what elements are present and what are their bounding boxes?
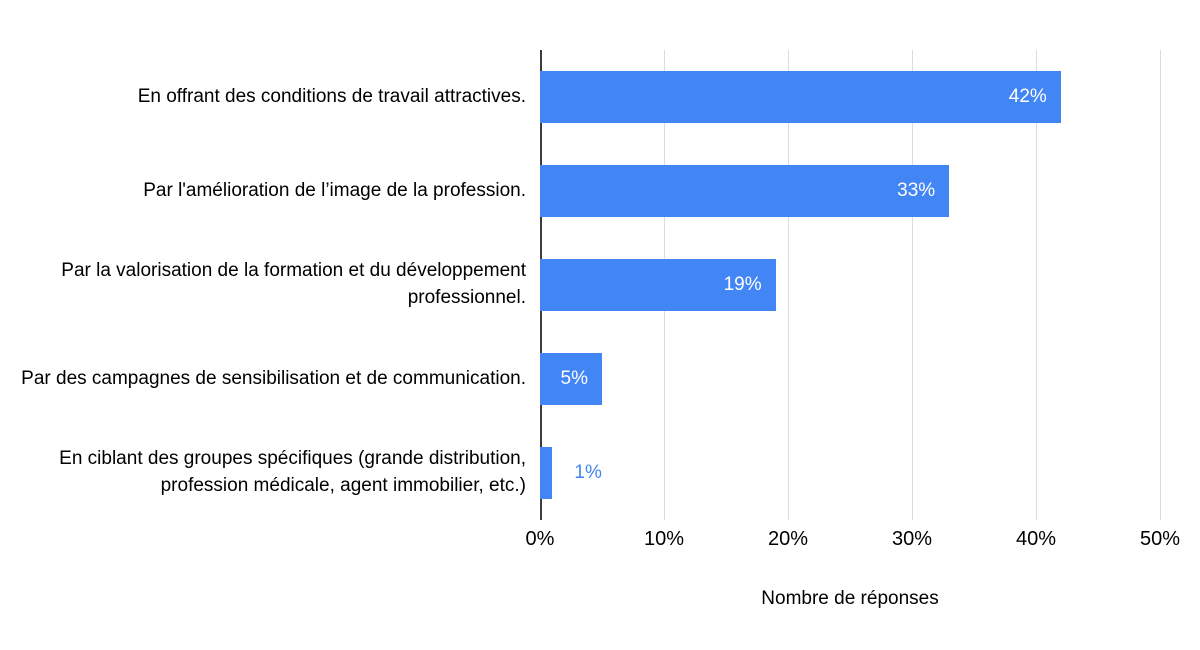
bar-row: 33%	[540, 144, 1160, 238]
bar-value-label: 5%	[560, 368, 588, 389]
gridline	[912, 50, 913, 520]
bar-row: 19%	[540, 238, 1160, 332]
x-tick-label: 20%	[767, 528, 809, 550]
bar-4	[540, 353, 602, 405]
bar-value-label: 33%	[897, 180, 936, 201]
category-label: En offrant des conditions de travail att…	[137, 85, 526, 107]
bar-1	[540, 71, 1061, 123]
bar-value-label: 1%	[574, 462, 602, 483]
gridline	[1036, 50, 1037, 520]
bar-value-label: 19%	[723, 274, 762, 295]
gridline	[788, 50, 789, 520]
category-label: En ciblant des groupes spécifiques (gran…	[59, 448, 526, 496]
bar-row: 42%	[540, 50, 1160, 144]
category-label: Par des campagnes de sensibilisation et …	[21, 367, 526, 389]
category-label: Par l'amélioration de l’image de la prof…	[143, 179, 526, 201]
x-tick-label: 30%	[891, 528, 933, 550]
gridline	[1160, 50, 1161, 520]
x-tick-label: 10%	[643, 528, 685, 550]
bar-3	[540, 259, 776, 311]
bar-value-label: 42%	[1008, 86, 1047, 107]
x-tick-label: 40%	[1015, 528, 1057, 550]
bar-2	[540, 165, 950, 217]
bar-row: 5%	[540, 332, 1160, 426]
bar-row: 1%	[540, 426, 1160, 520]
plot-area: 42% 33% 19% 5% 1%	[540, 50, 1161, 520]
category-label: Par la valorisation de la formation et d…	[61, 260, 526, 308]
x-tick-label: 0%	[525, 528, 555, 550]
bar-5	[540, 447, 553, 499]
x-axis-title: Nombre de réponses	[761, 588, 939, 609]
x-tick-label: 50%	[1139, 528, 1181, 550]
